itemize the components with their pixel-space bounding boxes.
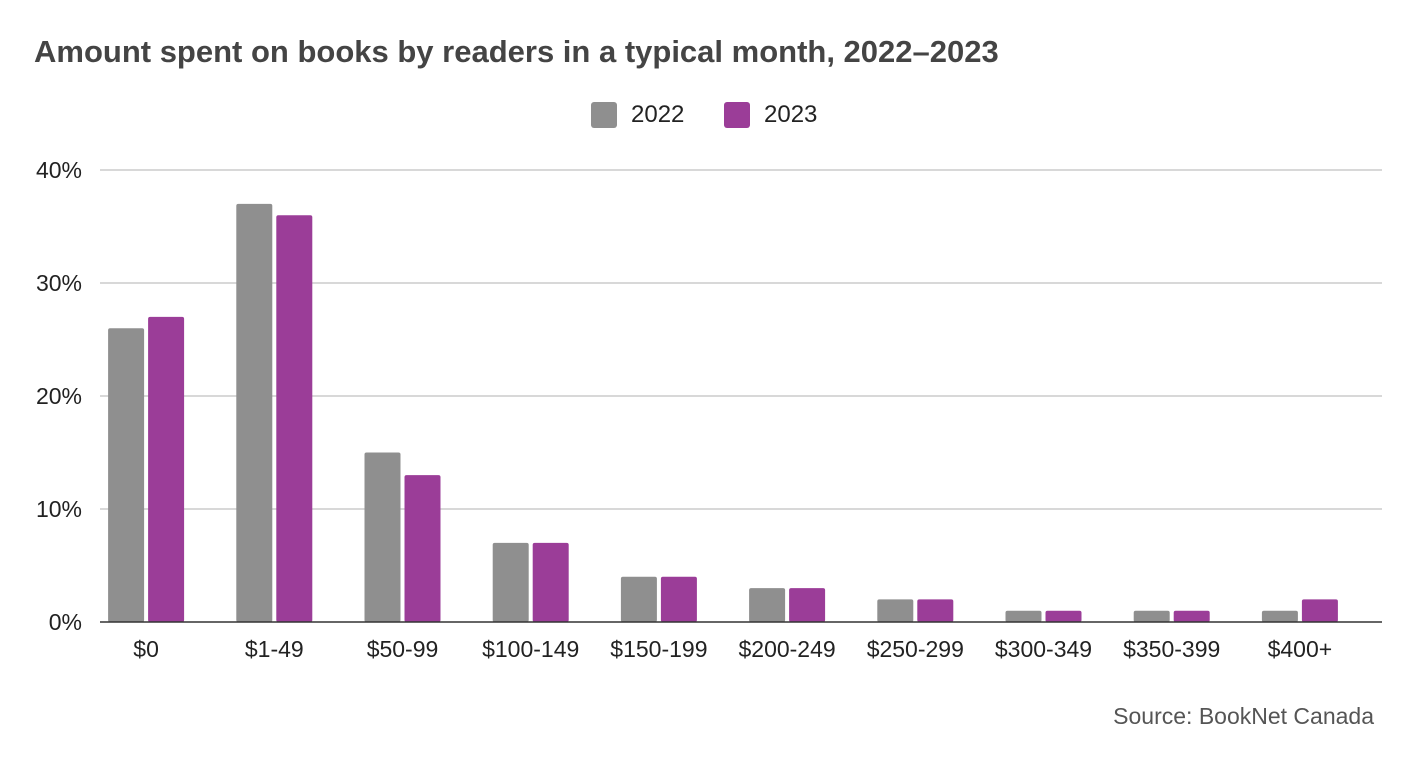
bar-2022-1 bbox=[236, 203, 273, 622]
bar-2023-6 bbox=[917, 599, 954, 622]
bar-2023-3 bbox=[532, 542, 569, 622]
legend-item-2023: 2023 bbox=[724, 100, 817, 130]
bar-2023-4 bbox=[660, 576, 697, 622]
bar-2022-3 bbox=[492, 542, 529, 622]
bar-2023-1 bbox=[276, 215, 313, 622]
legend-swatch-2022 bbox=[591, 102, 617, 128]
x-tick-label: $1-49 bbox=[245, 636, 304, 662]
chart-title: Amount spent on books by readers in a ty… bbox=[34, 34, 999, 69]
legend-label-2022: 2022 bbox=[631, 101, 685, 128]
y-tick-label: 0% bbox=[49, 609, 82, 635]
bar-2022-7 bbox=[1005, 610, 1042, 622]
bar-2022-6 bbox=[877, 599, 914, 622]
x-tick-label: $400+ bbox=[1268, 636, 1333, 662]
bar-2023-7 bbox=[1045, 610, 1082, 622]
bar-2022-5 bbox=[749, 588, 786, 622]
legend-label-2023: 2023 bbox=[764, 101, 818, 128]
y-tick-label: 20% bbox=[36, 383, 82, 409]
bar-2023-5 bbox=[789, 588, 826, 622]
x-tick-label: $350-399 bbox=[1123, 636, 1220, 662]
x-tick-label: $200-249 bbox=[738, 636, 835, 662]
bar-2022-2 bbox=[364, 452, 401, 622]
y-tick-label: 40% bbox=[36, 157, 82, 183]
bar-2022-4 bbox=[620, 576, 657, 622]
x-tick-label: $300-349 bbox=[995, 636, 1092, 662]
x-tick-label: $50-99 bbox=[367, 636, 439, 662]
bar-2023-0 bbox=[148, 316, 185, 622]
bar-2023-8 bbox=[1173, 610, 1210, 622]
bar-2022-0 bbox=[108, 328, 145, 622]
bar-2022-8 bbox=[1133, 610, 1170, 622]
x-tick-label: $250-299 bbox=[867, 636, 964, 662]
x-tick-label: $100-149 bbox=[482, 636, 579, 662]
bar-2023-2 bbox=[404, 475, 441, 622]
y-tick-label: 30% bbox=[36, 270, 82, 296]
source-note: Source: BookNet Canada bbox=[1113, 703, 1374, 729]
bar-2022-9 bbox=[1261, 610, 1298, 622]
bar-2023-9 bbox=[1301, 599, 1338, 622]
legend: 2022 2023 bbox=[0, 100, 1416, 130]
y-tick-label: 10% bbox=[36, 496, 82, 522]
x-tick-label: $150-199 bbox=[610, 636, 707, 662]
x-tick-label: $0 bbox=[133, 636, 159, 662]
legend-swatch-2023 bbox=[724, 102, 750, 128]
legend-item-2022: 2022 bbox=[591, 100, 684, 130]
